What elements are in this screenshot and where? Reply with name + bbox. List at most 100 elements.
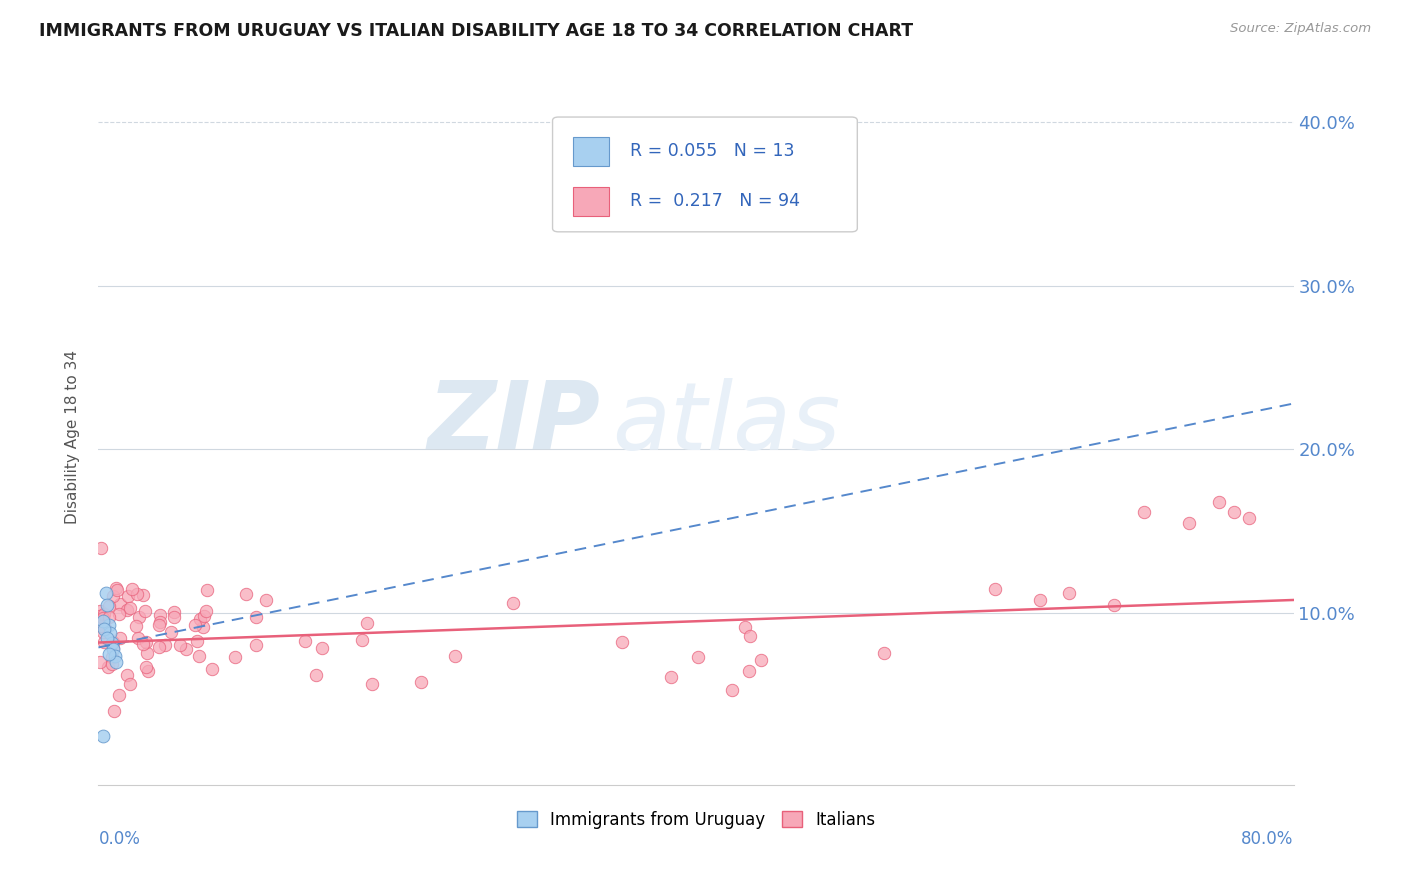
Point — [195, 604, 218, 618]
Point — [103, 589, 125, 603]
Point — [132, 588, 155, 602]
Text: 0.0%: 0.0% — [98, 830, 141, 848]
FancyBboxPatch shape — [572, 186, 609, 216]
Point — [108, 631, 131, 645]
Text: 80.0%: 80.0% — [1241, 830, 1294, 848]
Point — [103, 704, 125, 718]
Point — [103, 642, 125, 657]
Point — [305, 668, 328, 682]
Point — [254, 593, 277, 607]
Point — [91, 614, 114, 628]
Point — [1223, 505, 1246, 519]
Y-axis label: Disability Age 18 to 34: Disability Age 18 to 34 — [65, 350, 80, 524]
Point — [187, 649, 209, 664]
Text: IMMIGRANTS FROM URUGUAY VS ITALIAN DISABILITY AGE 18 TO 34 CORRELATION CHART: IMMIGRANTS FROM URUGUAY VS ITALIAN DISAB… — [39, 22, 914, 40]
Point — [610, 635, 633, 649]
Point — [245, 639, 267, 653]
Point — [148, 640, 170, 654]
Text: atlas: atlas — [613, 377, 841, 468]
Point — [311, 641, 333, 656]
Point — [163, 610, 186, 624]
Text: R =  0.217   N = 94: R = 0.217 N = 94 — [630, 192, 800, 211]
Point — [115, 603, 138, 617]
Point — [361, 676, 384, 690]
Point — [91, 611, 114, 625]
Point — [104, 581, 127, 595]
Point — [91, 625, 114, 640]
Point — [1178, 516, 1201, 530]
Point — [737, 664, 759, 678]
Point — [169, 638, 191, 652]
Point — [1028, 593, 1050, 607]
Point — [97, 617, 120, 632]
Text: ZIP: ZIP — [427, 377, 600, 469]
Point — [93, 623, 115, 637]
Point — [184, 618, 207, 632]
Point — [121, 582, 143, 596]
Point — [201, 662, 224, 676]
Point — [1104, 598, 1126, 612]
Point — [93, 621, 115, 635]
Point — [118, 601, 141, 615]
Point — [101, 635, 124, 649]
Point — [115, 668, 138, 682]
Point — [149, 615, 172, 629]
Point — [96, 598, 118, 612]
Point — [89, 655, 111, 669]
Point — [1133, 505, 1156, 519]
Point — [134, 604, 156, 618]
Point — [153, 638, 176, 652]
Point — [132, 637, 155, 651]
Point — [149, 608, 172, 623]
Point — [659, 670, 682, 684]
Point — [444, 648, 467, 663]
Point — [873, 646, 896, 660]
Text: R = 0.055   N = 13: R = 0.055 N = 13 — [630, 142, 794, 161]
Point — [160, 625, 183, 640]
Point — [97, 610, 120, 624]
Text: Source: ZipAtlas.com: Source: ZipAtlas.com — [1230, 22, 1371, 36]
Point — [174, 641, 197, 656]
Point — [89, 609, 111, 624]
Point — [105, 655, 128, 669]
Point — [90, 619, 112, 633]
Point — [98, 599, 121, 613]
Point — [356, 616, 378, 631]
Point — [751, 652, 773, 666]
Point — [245, 609, 267, 624]
Point — [108, 689, 131, 703]
Point — [94, 586, 117, 600]
Point — [686, 650, 709, 665]
Point — [163, 605, 186, 619]
Point — [617, 205, 640, 219]
Point — [193, 608, 215, 623]
Point — [135, 646, 157, 660]
Point — [409, 674, 432, 689]
Point — [101, 640, 124, 655]
Point — [195, 583, 218, 598]
Point — [224, 649, 246, 664]
Point — [721, 683, 744, 698]
Legend: Immigrants from Uruguay, Italians: Immigrants from Uruguay, Italians — [510, 805, 882, 836]
Point — [352, 633, 374, 648]
Point — [136, 664, 159, 678]
Point — [96, 631, 118, 645]
Point — [101, 634, 124, 648]
Point — [125, 619, 148, 633]
Point — [97, 647, 120, 661]
Point — [101, 657, 124, 671]
Point — [108, 597, 131, 611]
Point — [93, 635, 115, 649]
Point — [98, 625, 122, 640]
Point — [235, 587, 257, 601]
Point — [89, 604, 111, 618]
Point — [105, 582, 128, 597]
Point — [127, 632, 149, 646]
Point — [148, 617, 170, 632]
Point — [135, 660, 157, 674]
Point — [135, 635, 157, 649]
FancyBboxPatch shape — [572, 136, 609, 166]
Point — [127, 587, 149, 601]
Point — [101, 649, 124, 664]
Point — [128, 609, 150, 624]
